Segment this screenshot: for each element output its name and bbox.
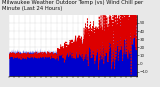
Text: Milwaukee Weather Outdoor Temp (vs) Wind Chill per Minute (Last 24 Hours): Milwaukee Weather Outdoor Temp (vs) Wind… xyxy=(2,0,143,11)
